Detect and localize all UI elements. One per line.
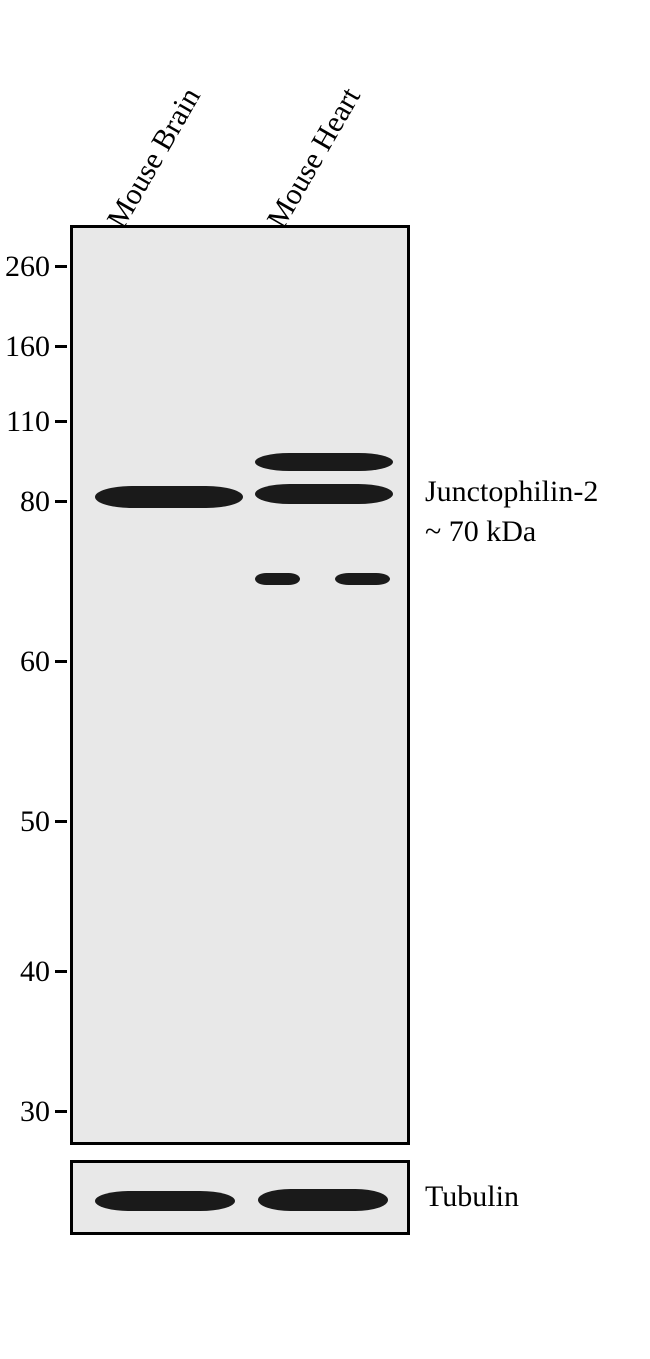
mw-label-40: 40 [20,955,50,989]
main-blot [70,225,410,1145]
target-label-line1: Junctophilin-2 [425,475,598,509]
band-brain-tubulin [95,1191,235,1211]
mw-label-260: 260 [5,250,50,284]
lane-label-heart: Mouse Heart [261,82,368,234]
tubulin-label: Tubulin [425,1180,519,1214]
band-brain-jph2 [95,486,243,508]
tubulin-blot [70,1160,410,1235]
mw-tick [55,820,67,823]
band-heart-lower-right [335,573,390,585]
mw-tick [55,500,67,503]
band-heart-jph2 [255,484,393,504]
mw-label-80: 80 [20,485,50,519]
mw-tick [55,1110,67,1113]
mw-label-60: 60 [20,645,50,679]
band-heart-upper [255,453,393,471]
mw-tick [55,970,67,973]
mw-tick [55,420,67,423]
band-heart-tubulin [258,1189,388,1211]
mw-tick [55,660,67,663]
mw-label-160: 160 [5,330,50,364]
band-heart-lower-left [255,573,300,585]
mw-label-110: 110 [6,405,50,439]
lane-label-brain: Mouse Brain [101,82,208,234]
mw-tick [55,265,67,268]
mw-label-30: 30 [20,1095,50,1129]
mw-label-50: 50 [20,805,50,839]
mw-tick [55,345,67,348]
target-label-line2: ~ 70 kDa [425,515,536,549]
blot-figure: Mouse Brain Mouse Heart 260 160 110 80 6… [0,0,650,1359]
